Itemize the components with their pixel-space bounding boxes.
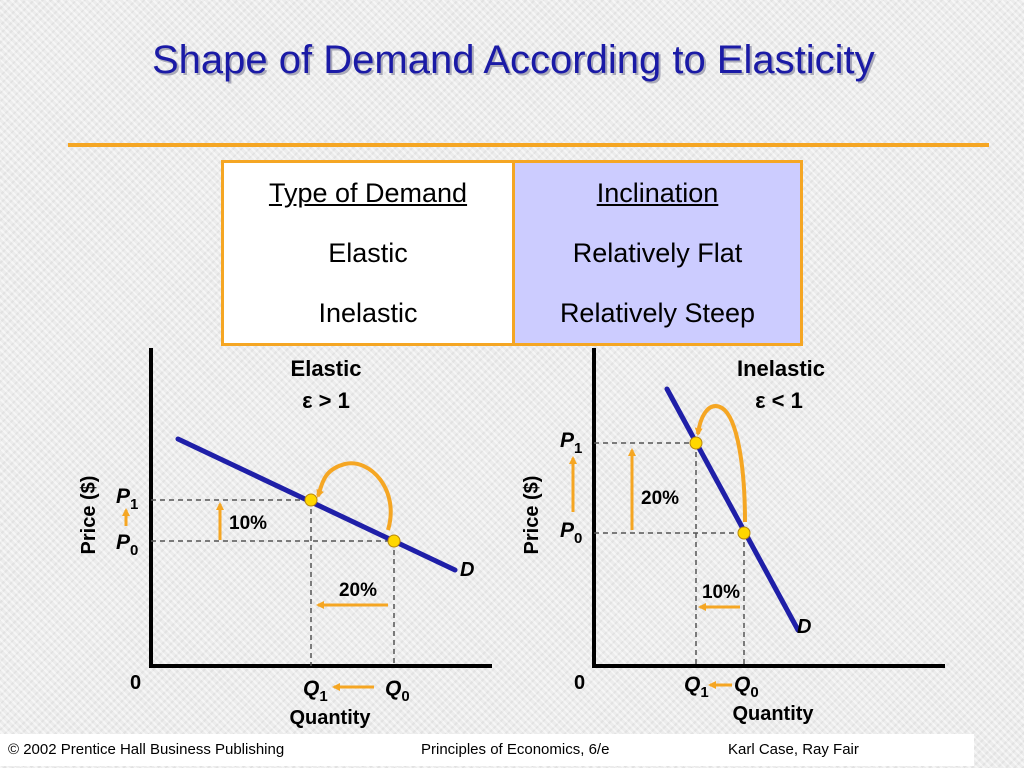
header-inclination: Inclination — [513, 161, 802, 223]
row-inelastic-type: Inelastic — [222, 283, 515, 345]
elastic-point-p1 — [304, 493, 318, 507]
inelastic-title: Inelastic — [737, 356, 825, 381]
inelastic-condition: ε < 1 — [755, 388, 803, 413]
elastic-point-p0 — [387, 534, 401, 548]
elastic-p1-label: P1 — [116, 485, 138, 513]
row-elastic-inclination: Relatively Flat — [513, 223, 802, 283]
inelastic-price-change: 20% — [641, 488, 679, 509]
header-type-of-demand: Type of Demand — [222, 161, 515, 223]
row-elastic-type: Elastic — [222, 223, 515, 283]
inelastic-q1-label: Q1 — [684, 673, 709, 701]
elasticity-table: Type of Demand Inclination Elastic Relat… — [221, 160, 803, 346]
inelastic-origin-label: 0 — [574, 672, 585, 694]
footer-authors: Karl Case, Ray Fair — [728, 741, 859, 758]
slide-title: Shape of Demand According to Elasticity — [152, 38, 875, 82]
inelastic-quantity-axis-label: Quantity — [732, 703, 814, 725]
elastic-quantity-change: 20% — [339, 580, 377, 601]
elastic-price-change: 10% — [229, 513, 267, 534]
inelastic-price-axis-label: Price ($) — [521, 476, 543, 555]
elastic-q1-label: Q1 — [303, 677, 328, 705]
elastic-curve-label: D — [460, 559, 474, 581]
inelastic-p0-label: P0 — [560, 519, 582, 547]
elastic-graph: Elastic ε > 1 D 10% 20% P1 P0 Price ($) … — [78, 348, 492, 729]
row-inelastic-inclination: Relatively Steep — [513, 283, 802, 345]
inelastic-p1-label: P1 — [560, 429, 582, 457]
elastic-title: Elastic — [291, 356, 362, 381]
footer-book: Principles of Economics, 6/e — [421, 741, 610, 758]
elastic-quantity-axis-label: Quantity — [289, 707, 371, 729]
footer-copyright: © 2002 Prentice Hall Business Publishing — [8, 741, 285, 758]
inelastic-point-p0 — [737, 526, 751, 540]
elastic-q0-label: Q0 — [385, 677, 410, 705]
elastic-condition: ε > 1 — [302, 388, 350, 413]
elastic-p0-label: P0 — [116, 531, 138, 559]
inelastic-curve-label: D — [797, 616, 811, 638]
inelastic-demand-curve — [664, 386, 801, 633]
inelastic-point-p1 — [689, 436, 703, 450]
inelastic-graph: Inelastic ε < 1 D 20% 10% P1 P0 Price ($… — [521, 348, 945, 725]
inelastic-move-arrow — [694, 404, 747, 523]
elastic-demand-curve — [175, 436, 458, 573]
inelastic-quantity-change: 10% — [702, 582, 740, 603]
footer: © 2002 Prentice Hall Business Publishing… — [0, 734, 974, 766]
elastic-origin-label: 0 — [130, 672, 141, 694]
title-rule — [68, 143, 989, 147]
inelastic-q0-label: Q0 — [734, 673, 759, 701]
elastic-move-arrow — [316, 461, 393, 531]
elastic-price-axis-label: Price ($) — [78, 476, 100, 555]
